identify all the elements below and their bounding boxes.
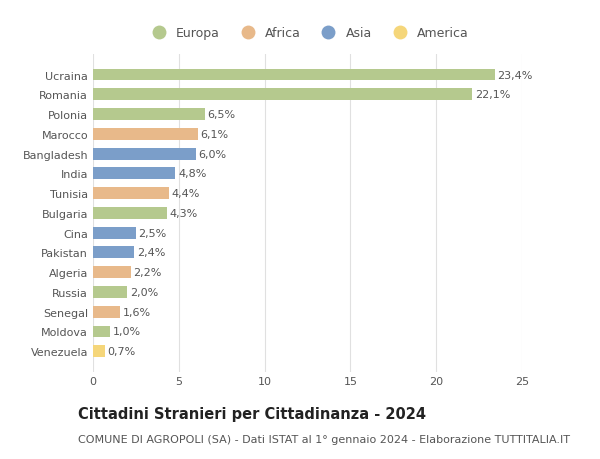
Bar: [93, 69, 494, 81]
Bar: [93, 306, 121, 318]
Legend: Europa, Africa, Asia, America: Europa, Africa, Asia, America: [142, 23, 473, 44]
Bar: [93, 168, 175, 180]
Text: 2,4%: 2,4%: [137, 248, 165, 258]
Bar: [93, 286, 127, 298]
Text: 22,1%: 22,1%: [475, 90, 510, 100]
Bar: [93, 326, 110, 338]
Bar: [93, 188, 169, 200]
Bar: [93, 148, 196, 160]
Text: 4,8%: 4,8%: [178, 169, 206, 179]
Text: 2,2%: 2,2%: [133, 268, 162, 278]
Bar: [93, 109, 205, 121]
Bar: [93, 247, 134, 259]
Text: Cittadini Stranieri per Cittadinanza - 2024: Cittadini Stranieri per Cittadinanza - 2…: [78, 406, 426, 421]
Bar: [93, 89, 472, 101]
Text: 0,7%: 0,7%: [107, 347, 136, 357]
Bar: [93, 227, 136, 239]
Text: 2,0%: 2,0%: [130, 287, 158, 297]
Text: COMUNE DI AGROPOLI (SA) - Dati ISTAT al 1° gennaio 2024 - Elaborazione TUTTITALI: COMUNE DI AGROPOLI (SA) - Dati ISTAT al …: [78, 434, 570, 444]
Text: 4,3%: 4,3%: [169, 208, 197, 218]
Bar: [93, 267, 131, 279]
Text: 23,4%: 23,4%: [497, 70, 532, 80]
Bar: [93, 346, 105, 358]
Text: 6,5%: 6,5%: [207, 110, 235, 120]
Bar: [93, 207, 167, 219]
Text: 1,0%: 1,0%: [113, 327, 141, 337]
Text: 6,1%: 6,1%: [200, 129, 229, 140]
Text: 6,0%: 6,0%: [199, 149, 227, 159]
Text: 1,6%: 1,6%: [123, 307, 151, 317]
Text: 2,5%: 2,5%: [139, 228, 167, 238]
Text: 4,4%: 4,4%: [171, 189, 199, 199]
Bar: [93, 129, 197, 140]
